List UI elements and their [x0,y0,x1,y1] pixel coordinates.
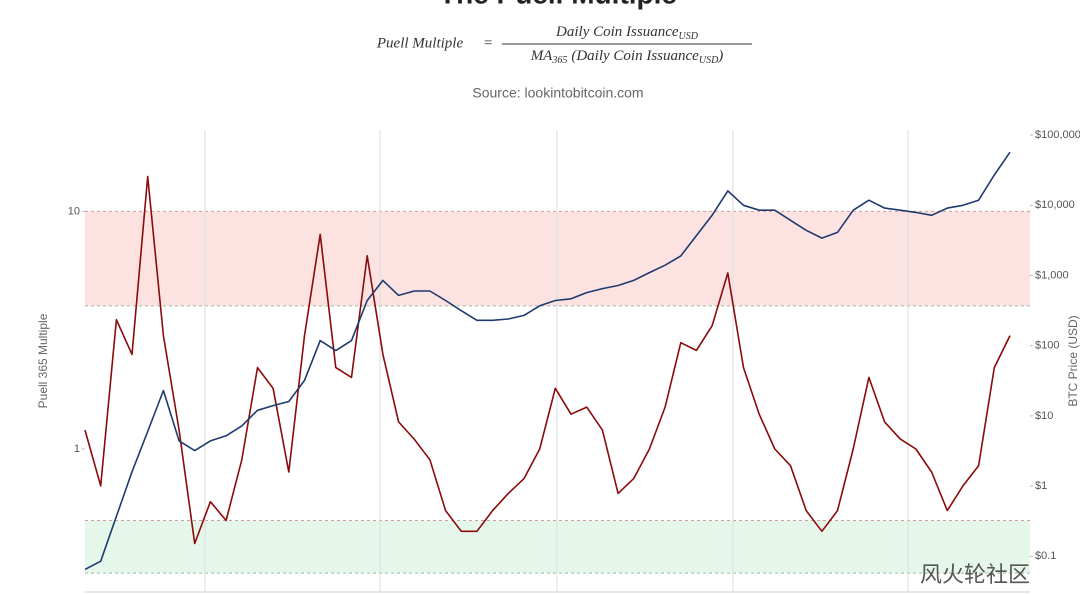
formula-text: Daily Coin Issuance [555,24,679,40]
formula-text: (Daily Coin Issuance [571,48,699,64]
subtitle: Source: lookintobitcoin.com [472,85,643,101]
watermark: 风火轮社区 [920,562,1030,587]
y2-tick-label: $1,000 [1035,269,1069,281]
y2-tick-label: $0.1 [1035,550,1056,562]
formula-text: MA [530,48,553,64]
y-axis-label: Puell 365 Multiple [36,313,50,408]
puell-line [84,175,1011,545]
price-line [84,151,1011,571]
formula-sub: 365 [551,55,567,66]
y2-tick-label: $100,000 [1035,129,1080,141]
y2-tick-label: $1 [1035,480,1047,492]
y-tick-label: 1 [74,443,80,455]
y-tick-label: 10 [68,205,80,217]
y2-tick-label: $10 [1035,410,1053,422]
x-grid [204,130,909,592]
formula-sub: USD [699,55,719,66]
y2-axis-label: BTC Price (USD) [1066,315,1080,406]
y2-tick-label: $100 [1035,340,1059,352]
formula-text: ) [717,48,723,64]
plot [84,151,1011,571]
formula-lhs: Puell Multiple [376,35,464,51]
formula-equals: = [483,35,493,51]
chart-title: The Puell Multiple [439,0,677,9]
formula-denominator: MA365 (Daily Coin IssuanceUSD) [530,48,724,66]
y2-tick-label: $10,000 [1035,199,1075,211]
formula-numerator: Daily Coin IssuanceUSD [555,24,699,42]
formula-sub: USD [679,31,699,42]
